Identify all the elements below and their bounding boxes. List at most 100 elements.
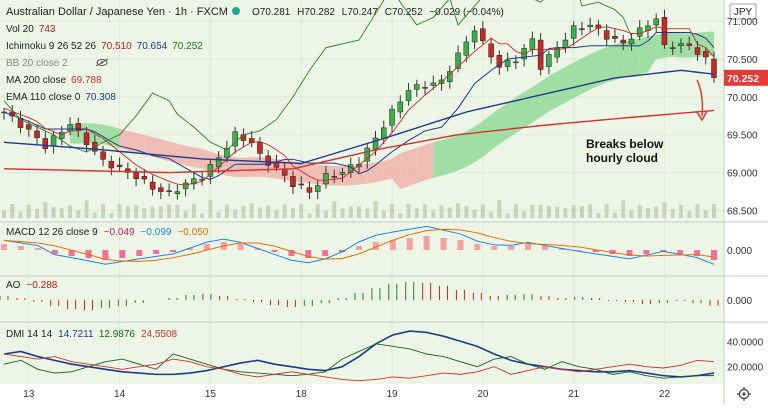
price-tick-label: 69.000 [727, 169, 758, 180]
volume-bar [645, 207, 650, 218]
ohlc-readout: O70.281 H70.282 L70.247 C70.252 −0.029 (… [252, 7, 504, 18]
macd-histogram-bar [68, 250, 75, 256]
pane-legend[interactable]: MACD 12 26 close 9 −0.049 −0.099 −0.050 [6, 227, 209, 238]
volume-bar [571, 205, 576, 218]
volume-bar [357, 206, 361, 218]
ichimoku-cloud-segment [136, 132, 145, 155]
macd-histogram-bar [356, 246, 362, 250]
indicator-legend: Vol 20 743 Ichimoku 9 26 52 26 70.510 70.654… [6, 24, 203, 103]
volume-bar [340, 208, 345, 218]
volume-bar [637, 205, 642, 218]
candle-body [364, 147, 371, 162]
volume-bar [464, 205, 469, 218]
open-label: O [252, 7, 260, 18]
candle-body [414, 84, 420, 90]
candle-body [232, 131, 238, 147]
candle-body [678, 43, 684, 47]
symbol-title[interactable]: Australian Dollar / Japanese Yen · 1h · … [6, 6, 228, 18]
macd-histogram-bar [136, 250, 143, 256]
price-tick-label: 70.000 [727, 93, 758, 104]
ichimoku-cloud-segment [631, 38, 640, 76]
volume-bar [703, 209, 708, 218]
candle-body [463, 41, 470, 56]
time-tick-label: 19 [386, 389, 398, 400]
candle-body [207, 164, 214, 177]
volume-bar [530, 204, 535, 218]
candle-body [314, 185, 321, 192]
volume-bar [200, 213, 205, 218]
candle-body [174, 191, 181, 195]
ichimoku-cloud-segment [400, 150, 409, 190]
ichimoku-lagging-span [3, 0, 632, 153]
candle-body [298, 183, 304, 186]
ichimoku-cloud-segment [524, 87, 533, 128]
candle-body [133, 172, 139, 179]
ichimoku-cloud-segment [590, 50, 599, 90]
volume-bar [546, 206, 551, 218]
indicator-legend-row[interactable]: Ichimoku 9 26 52 26 70.510 70.654 70.252 [6, 41, 203, 52]
high-label: H [297, 7, 304, 18]
candle-body [389, 108, 395, 126]
candle-body [125, 168, 131, 173]
volume-bar [307, 213, 312, 218]
indicator-legend-row[interactable]: EMA 110 close 0 70.308 [6, 92, 116, 103]
market-status-icon [232, 7, 240, 15]
indicator-legend-row[interactable]: MA 200 close 69.788 [6, 75, 102, 86]
volume-bar [621, 200, 626, 218]
candle-body [546, 54, 552, 67]
ichimoku-cloud-segment [383, 158, 393, 181]
indicator-legend-row[interactable]: BB 20 close 2 [6, 58, 68, 69]
volume-bar [51, 207, 56, 218]
ichimoku-cloud-segment [598, 46, 607, 86]
ichimoku-cloud-segment [243, 157, 252, 178]
candle-body [496, 54, 503, 68]
ichimoku-cloud-segment [177, 143, 186, 166]
candle-body [612, 36, 618, 39]
hidden-eye-icon[interactable] [95, 58, 109, 67]
ichimoku-cloud-segment [334, 165, 343, 186]
last-price-badge [724, 69, 768, 86]
volume-bar [175, 204, 180, 218]
candle-body [75, 123, 82, 131]
change-value: −0.029 (−0.04%) [429, 7, 504, 18]
candle-body [199, 179, 205, 181]
macd-histogram-bar [423, 236, 430, 250]
dmi-tick-label: 40.0000 [727, 337, 764, 348]
currency-badge[interactable] [729, 3, 757, 20]
volume-bar [439, 205, 444, 218]
volume-bar [257, 207, 262, 218]
volume-bar [555, 206, 560, 218]
volume-bar [125, 206, 130, 218]
currency-label: JPY [734, 7, 753, 18]
macd-histogram-bar [1, 244, 7, 250]
volume-bar [489, 211, 494, 218]
time-tick-label: 13 [23, 389, 35, 400]
pane-legend[interactable]: AO −0.288 [6, 280, 58, 291]
ichimoku-cloud-segment [532, 81, 541, 123]
indicator-legend-row[interactable]: Vol 20 743 [6, 24, 56, 35]
macd-histogram-bar [271, 250, 278, 252]
macd-histogram-bar [102, 250, 109, 260]
ichimoku-cloud-segment [375, 160, 384, 183]
volume-bar [43, 202, 48, 218]
price-tick-label: 69.500 [727, 131, 758, 142]
dmi-minus-di-line [3, 353, 715, 382]
volume-bar [233, 209, 238, 218]
ichimoku-cloud-segment [474, 121, 483, 163]
settings-gear-icon[interactable] [737, 387, 751, 401]
candle-body [471, 30, 478, 43]
ichimoku-cloud-segment [144, 135, 153, 157]
candle-body [430, 82, 437, 86]
ichimoku-cloud-segment [284, 160, 293, 182]
macd-histogram-bar [372, 242, 379, 250]
pane-legend[interactable]: DMI 14 14 14.7211 12.9876 24.5508 [6, 329, 178, 340]
candle-body [100, 151, 106, 160]
volume-bar [414, 208, 419, 218]
time-tick-label: 14 [114, 389, 126, 400]
volume-bar [216, 211, 221, 218]
candle-body [397, 101, 404, 113]
annotation-line1: Breaks below [586, 137, 664, 151]
candle-body [587, 24, 593, 28]
ichimoku-cloud-segment [449, 135, 459, 174]
